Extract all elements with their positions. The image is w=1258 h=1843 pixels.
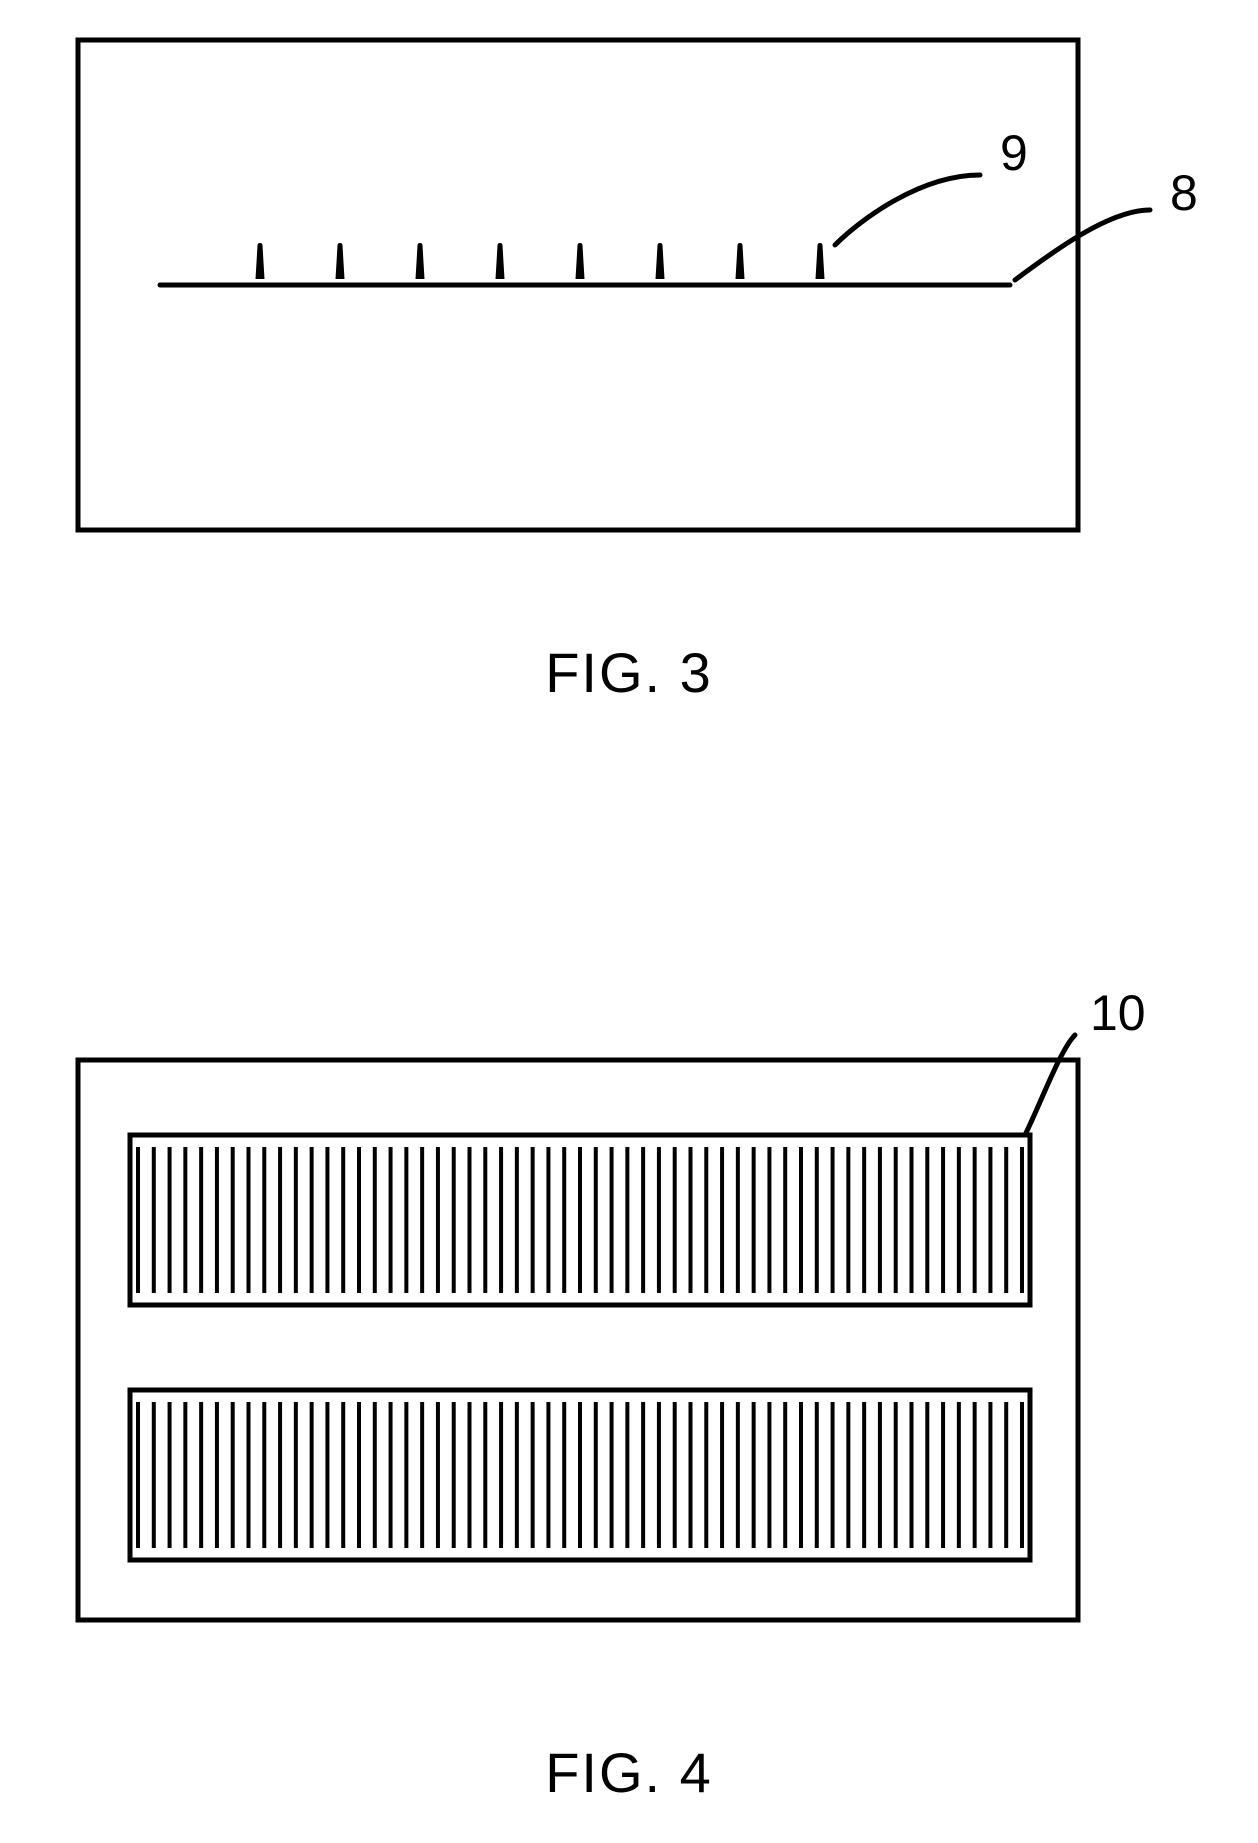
fig4-band-0 bbox=[130, 1135, 1030, 1305]
page: 98 FIG. 3 10 FIG. 4 bbox=[0, 0, 1258, 1843]
fig4-caption: FIG. 4 bbox=[0, 1740, 1258, 1805]
fig4-band-1 bbox=[130, 1390, 1030, 1560]
fig4-svg: 10 bbox=[0, 0, 1258, 1843]
fig4-label-10: 10 bbox=[1090, 985, 1146, 1041]
